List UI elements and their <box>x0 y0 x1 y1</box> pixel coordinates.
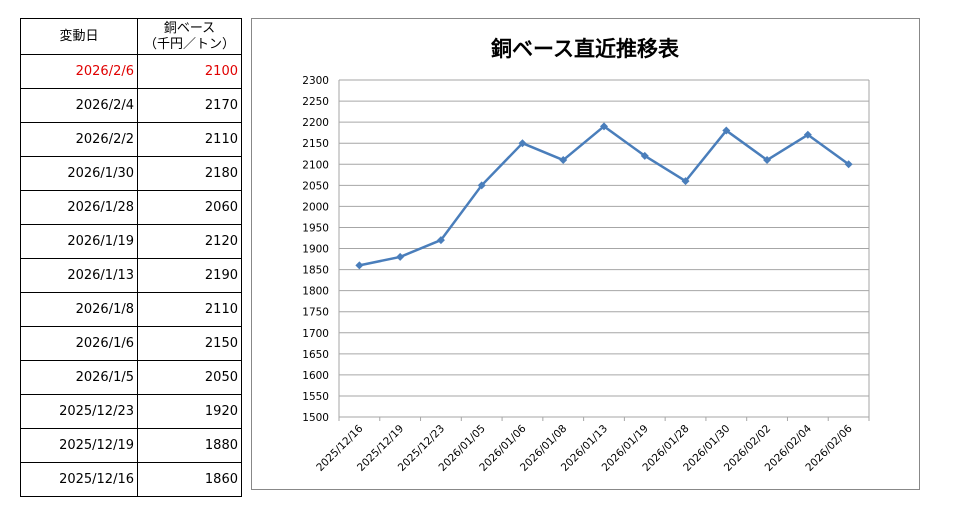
y-tick-label: 1700 <box>302 328 329 340</box>
chart-container: 銅ベース直近推移表 2300 2250 2200 2150 2100 2050 2000 19… <box>251 18 920 490</box>
table-row: 2026/1/13 2190 <box>20 258 242 293</box>
y-tick-label: 1900 <box>302 244 329 256</box>
header-date: 変動日 <box>20 18 138 55</box>
row-value: 2180 <box>137 156 242 191</box>
row-date: 2026/1/6 <box>20 326 138 361</box>
data-point <box>803 130 812 139</box>
y-tick-label: 2200 <box>302 117 329 129</box>
table-row: 2026/2/4 2170 <box>20 88 242 123</box>
header-value-line1: 銅ベース <box>163 20 216 36</box>
row-value: 2190 <box>137 258 242 293</box>
row-date: 2026/1/13 <box>20 258 138 293</box>
y-tick-label: 1850 <box>302 265 329 277</box>
rate-table-body: 2026/2/6 2100 2026/2/4 2170 2026/2/2 2110 2026… <box>20 54 242 497</box>
table-row: 2026/1/30 2180 <box>20 156 242 191</box>
header-value-line2: （千円／トン） <box>143 36 235 52</box>
y-tick-label: 2000 <box>302 201 329 213</box>
row-value: 2050 <box>137 360 242 395</box>
row-date: 2026/2/4 <box>20 88 138 123</box>
data-point <box>722 126 731 135</box>
data-point <box>355 261 364 270</box>
row-value: 2110 <box>137 122 242 157</box>
table-row: 2026/1/28 2060 <box>20 190 242 225</box>
rate-table: 変動日 銅ベース （千円／トン） 2026/2/6 2100 2026/2/4 217… <box>20 18 242 497</box>
row-value: 2120 <box>137 224 242 259</box>
data-point <box>518 139 527 148</box>
row-value: 1860 <box>137 462 242 497</box>
row-date: 2025/12/16 <box>20 462 138 497</box>
data-point <box>844 160 853 169</box>
y-tick-label: 1500 <box>302 412 329 424</box>
row-value: 1920 <box>137 394 242 429</box>
row-date: 2026/2/6 <box>20 54 138 89</box>
y-tick-label: 2300 <box>302 75 329 87</box>
table-header-row: 変動日 銅ベース （千円／トン） <box>20 18 242 55</box>
table-row: 2026/1/8 2110 <box>20 292 242 327</box>
table-row: 2026/2/2 2110 <box>20 122 242 157</box>
series-line <box>359 125 850 267</box>
data-point <box>681 177 690 186</box>
data-point <box>600 122 608 131</box>
table-row: 2025/12/16 1860 <box>20 462 242 497</box>
row-value: 1880 <box>137 428 242 463</box>
row-value: 2100 <box>137 54 242 89</box>
row-value: 2150 <box>137 326 242 361</box>
row-value: 2110 <box>137 292 242 327</box>
table-row: 2026/1/19 2120 <box>20 224 242 259</box>
row-date: 2025/12/23 <box>20 394 138 429</box>
row-date: 2026/1/5 <box>20 360 138 395</box>
y-tick-label: 1650 <box>302 349 329 361</box>
y-tick-label: 2250 <box>302 96 329 108</box>
row-value: 2170 <box>137 88 242 123</box>
line-chart: 銅ベース直近推移表 2300 2250 2200 2150 2100 2050 2000 19… <box>302 37 870 474</box>
row-date: 2025/12/19 <box>20 428 138 463</box>
data-point <box>396 252 405 261</box>
table-row: 2026/1/6 2150 <box>20 326 242 361</box>
data-point <box>436 236 445 245</box>
y-tick-label: 2100 <box>302 159 329 171</box>
data-point <box>763 156 772 165</box>
row-date: 2026/2/2 <box>20 122 138 157</box>
y-tick-label: 2150 <box>302 138 329 150</box>
chart-title: 銅ベース直近推移表 <box>491 37 680 61</box>
data-point <box>559 156 568 165</box>
table-row: 2025/12/23 1920 <box>20 394 242 429</box>
table-row: 2025/12/19 1880 <box>20 428 242 463</box>
table-row: 2026/2/6 2100 <box>20 54 242 89</box>
data-point <box>477 181 486 190</box>
y-tick-label: 1750 <box>302 307 329 319</box>
header-value: 銅ベース （千円／トン） <box>137 18 242 55</box>
y-tick-label: 1600 <box>302 370 329 382</box>
data-point <box>640 151 649 160</box>
y-tick-label: 1550 <box>302 391 329 403</box>
row-date: 2026/1/28 <box>20 190 138 225</box>
y-tick-label: 2050 <box>302 180 329 192</box>
row-date: 2026/1/19 <box>20 224 138 259</box>
row-date: 2026/1/8 <box>20 292 138 327</box>
row-value: 2060 <box>137 190 242 225</box>
y-tick-label: 1800 <box>302 286 329 298</box>
y-tick-label: 1950 <box>302 222 329 234</box>
row-date: 2026/1/30 <box>20 156 138 191</box>
table-row: 2026/1/5 2050 <box>20 360 242 395</box>
